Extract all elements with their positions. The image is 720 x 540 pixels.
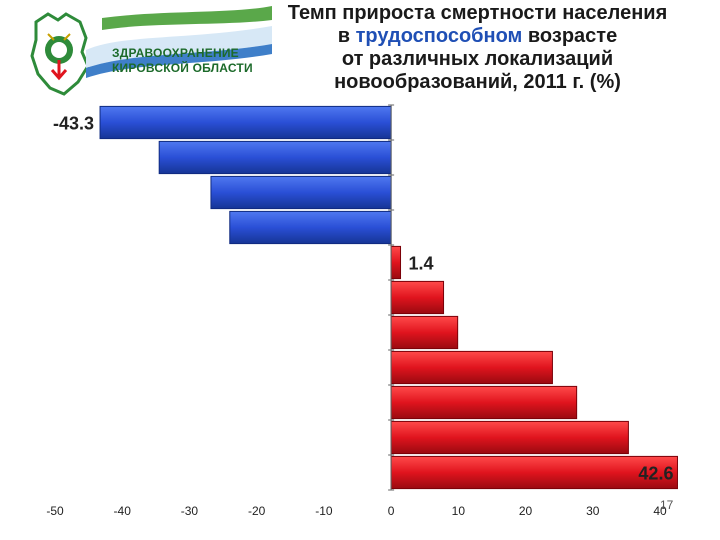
logo-ribbon	[86, 6, 272, 78]
x-tick-label-1: -40	[114, 504, 132, 518]
title-line-1: Темп прироста смертности населения	[287, 2, 668, 24]
x-tick-label-3: -20	[248, 504, 266, 518]
x-tick-label-8: 30	[586, 504, 600, 518]
x-tick-label-9: 40	[653, 504, 667, 518]
data-labels-group: -43.3 1.4 42.6	[53, 114, 673, 484]
title-line-2: в трудоспособном возрасте	[240, 25, 715, 48]
bar-7	[390, 350, 553, 385]
bars-group	[99, 105, 678, 490]
data-label-0: -43.3	[53, 114, 94, 134]
bar-0	[99, 105, 392, 140]
logo: ЗДРАВООХРАНЕНИЕ КИРОВСКОЙ ОБЛАСТИ	[22, 4, 272, 100]
x-tick-label-5: 0	[388, 504, 395, 518]
bar-4	[390, 245, 402, 280]
bar-3	[229, 210, 392, 245]
x-tick-label-4: -10	[315, 504, 333, 518]
bar-2	[210, 175, 392, 210]
bar-8	[390, 385, 578, 420]
x-tick-label-0: -50	[46, 504, 64, 518]
bar-6	[390, 315, 459, 350]
title-line-4: новообразований, 2011 г. (%)	[334, 71, 621, 93]
x-tick-label-6: 10	[452, 504, 466, 518]
x-tick-label-2: -30	[181, 504, 199, 518]
logo-text: ЗДРАВООХРАНЕНИЕ КИРОВСКОЙ ОБЛАСТИ	[112, 46, 253, 76]
title-line-3: от различных локализаций	[341, 48, 614, 70]
bar-10	[390, 455, 678, 490]
data-label-2: 42.6	[638, 464, 673, 484]
logo-line-1: ЗДРАВООХРАНЕНИЕ	[112, 46, 239, 60]
title-line-2-end: возрасте	[522, 25, 618, 47]
title-line-2-accent: трудоспособном	[355, 25, 523, 47]
bar-5	[390, 280, 445, 315]
x-tick-label-7: 20	[519, 504, 533, 518]
axis-group: -50 -40 -30 -20 -10 0 10 20 30 40	[46, 104, 667, 518]
bar-9	[390, 420, 629, 455]
title-line-2-start: в	[337, 25, 356, 47]
page-number: 17	[660, 498, 674, 512]
chart-title: Темп прироста смертности населения в тру…	[240, 2, 715, 94]
data-label-1: 1.4	[409, 254, 434, 274]
logo-line-2: КИРОВСКОЙ ОБЛАСТИ	[112, 61, 253, 75]
bar-1	[158, 140, 392, 175]
